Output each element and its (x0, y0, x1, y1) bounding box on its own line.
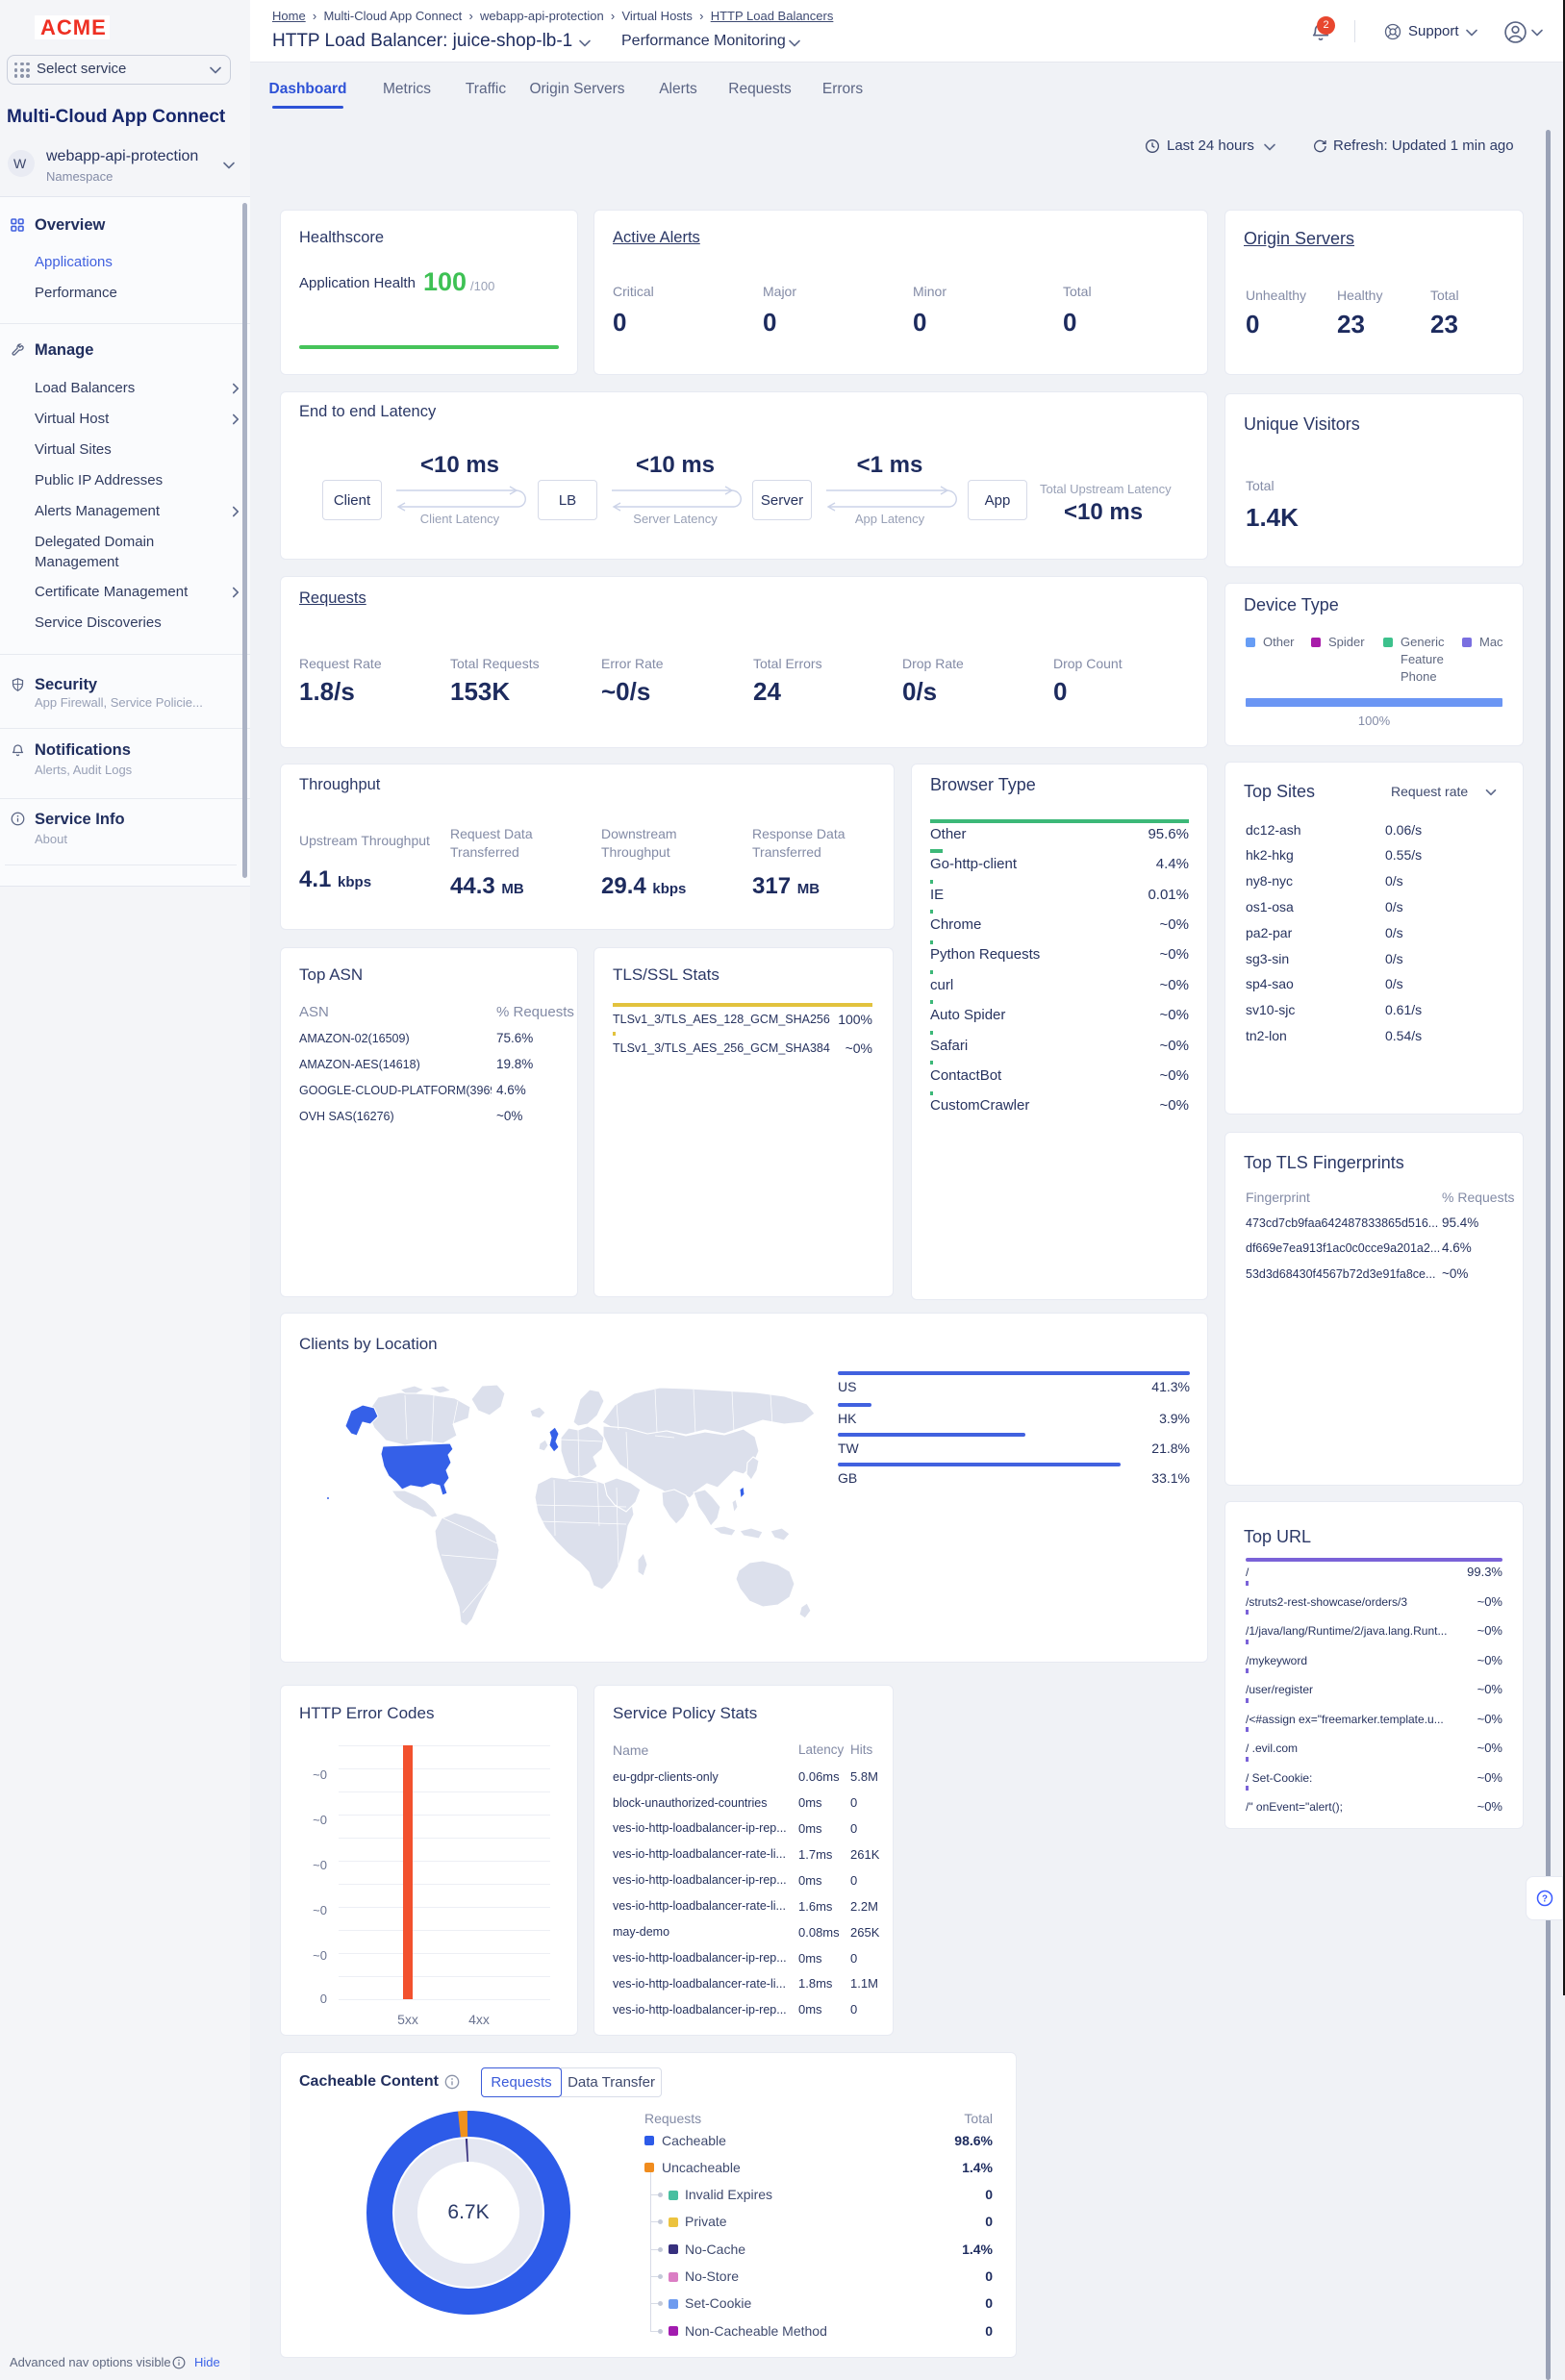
svg-text:?: ? (1542, 1893, 1548, 1904)
